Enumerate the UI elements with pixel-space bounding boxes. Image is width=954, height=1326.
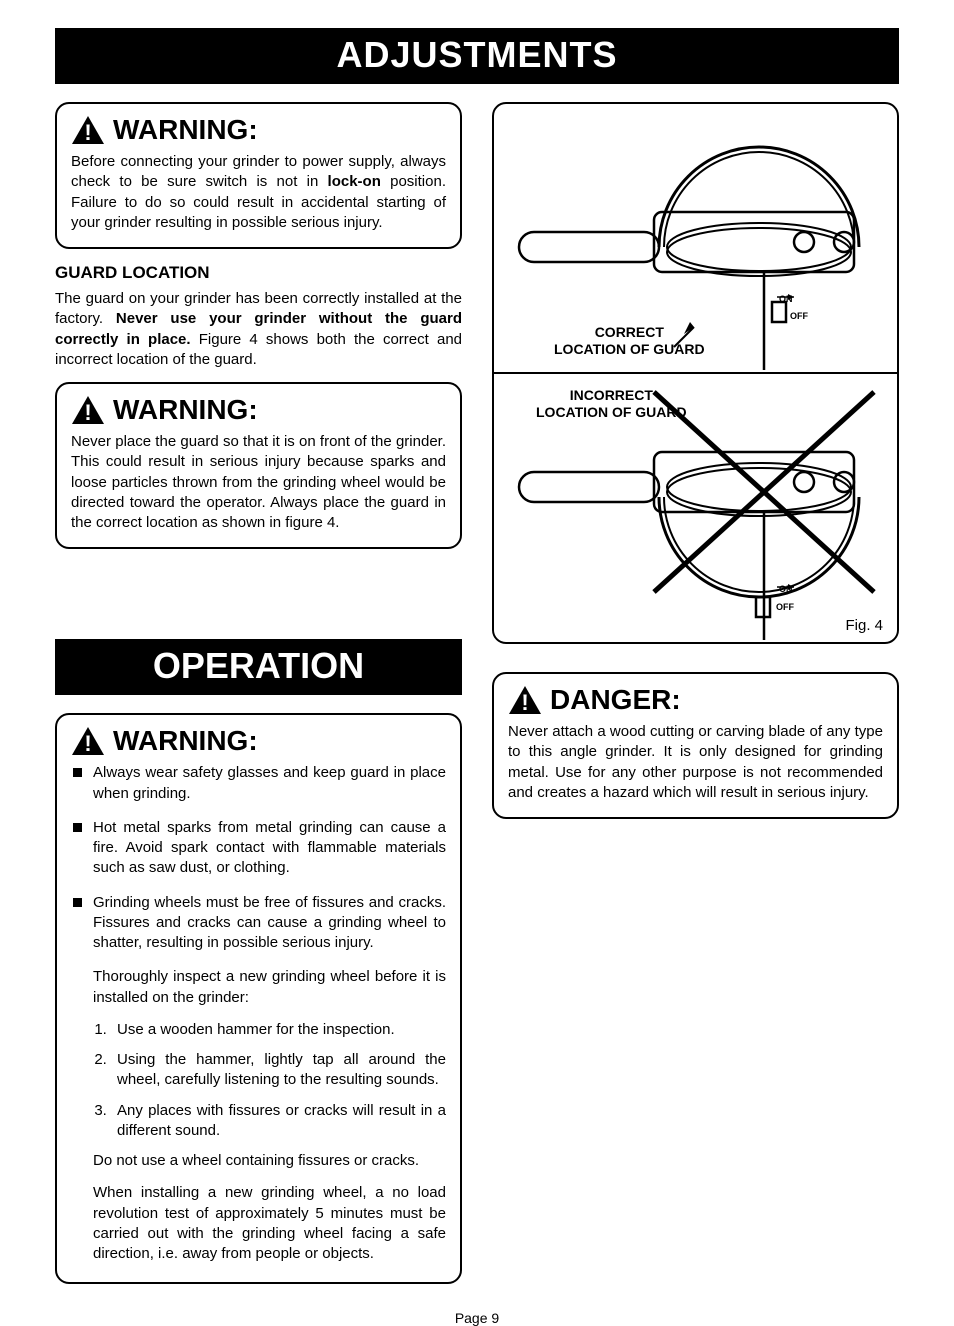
w3-para-2: Do not use a wheel containing fissures o… bbox=[93, 1151, 446, 1171]
svg-text:!: ! bbox=[521, 690, 528, 715]
warning-1-text: Before connecting your grinder to power … bbox=[71, 152, 446, 233]
warning-head-2: ! WARNING: bbox=[71, 394, 446, 426]
w3-step-1: Use a wooden hammer for the inspection. bbox=[111, 1020, 446, 1040]
danger-box: ! DANGER: Never attach a wood cutting or… bbox=[492, 672, 899, 819]
warning-icon: ! bbox=[71, 395, 105, 425]
incorrect-label: INCORRECT LOCATION OF GUARD bbox=[536, 387, 687, 421]
w3-step-3: Any places with fissures or cracks will … bbox=[111, 1101, 446, 1142]
page-number: Page 9 bbox=[55, 1310, 899, 1326]
svg-text:!: ! bbox=[84, 400, 91, 425]
warning-3-list: Always wear safety glasses and keep guar… bbox=[71, 763, 446, 953]
correct-label: CORRECT LOCATION OF GUARD bbox=[554, 324, 705, 358]
grinder-incorrect-illustration: ON OFF bbox=[504, 382, 884, 642]
warning-title-1: WARNING: bbox=[113, 114, 258, 146]
w3-item-3: Grinding wheels must be free of fissures… bbox=[71, 893, 446, 954]
correct-l2: LOCATION OF GUARD bbox=[554, 341, 705, 357]
figure-number: Fig. 4 bbox=[845, 617, 883, 634]
warning-title-2: WARNING: bbox=[113, 394, 258, 426]
incorrect-l1: INCORRECT bbox=[570, 387, 653, 403]
figure-4-box: ON OFF CORRECT LOCATION OF GUARD bbox=[492, 102, 899, 644]
w3-para-1: Thoroughly inspect a new grinding wheel … bbox=[93, 967, 446, 1008]
danger-head: ! DANGER: bbox=[508, 684, 883, 716]
w3-para-3: When installing a new grinding wheel, a … bbox=[93, 1183, 446, 1264]
danger-title: DANGER: bbox=[550, 684, 681, 716]
adjustments-banner: ADJUSTMENTS bbox=[55, 28, 899, 84]
danger-text: Never attach a wood cutting or carving b… bbox=[508, 722, 883, 803]
fig-off-label-1: OFF bbox=[790, 311, 808, 321]
correct-l1: CORRECT bbox=[595, 324, 664, 340]
warning-box-2: ! WARNING: Never place the guard so that… bbox=[55, 382, 462, 549]
guard-location-text: The guard on your grinder has been corre… bbox=[55, 289, 462, 370]
w3-item-2: Hot metal sparks from metal grinding can… bbox=[71, 818, 446, 879]
warning-title-3: WARNING: bbox=[113, 725, 258, 757]
warning-head-3: ! WARNING: bbox=[71, 725, 446, 757]
svg-text:!: ! bbox=[84, 120, 91, 145]
warning-box-1: ! WARNING: Before connecting your grinde… bbox=[55, 102, 462, 249]
svg-text:!: ! bbox=[84, 731, 91, 756]
right-column: ON OFF CORRECT LOCATION OF GUARD bbox=[492, 102, 899, 1298]
guard-location-heading: GUARD LOCATION bbox=[55, 263, 462, 283]
warning-2-text: Never place the guard so that it is on f… bbox=[71, 432, 446, 533]
w3-step-2: Using the hammer, lightly tap all around… bbox=[111, 1050, 446, 1091]
warning-icon: ! bbox=[71, 726, 105, 756]
fig-off-label-2: OFF bbox=[776, 602, 794, 612]
incorrect-l2: LOCATION OF GUARD bbox=[536, 404, 687, 420]
danger-icon: ! bbox=[508, 685, 542, 715]
warning-icon: ! bbox=[71, 115, 105, 145]
warning-head-1: ! WARNING: bbox=[71, 114, 446, 146]
left-column: ! WARNING: Before connecting your grinde… bbox=[55, 102, 462, 1298]
w3-item-1: Always wear safety glasses and keep guar… bbox=[71, 763, 446, 804]
top-columns: ! WARNING: Before connecting your grinde… bbox=[55, 102, 899, 1298]
w3-ordered-list: Use a wooden hammer for the inspection. … bbox=[89, 1020, 446, 1141]
figure-divider bbox=[494, 372, 897, 374]
warning-box-3: ! WARNING: Always wear safety glasses an… bbox=[55, 713, 462, 1284]
operation-banner: OPERATION bbox=[55, 639, 462, 695]
w1-bold: lock-on bbox=[328, 173, 381, 190]
